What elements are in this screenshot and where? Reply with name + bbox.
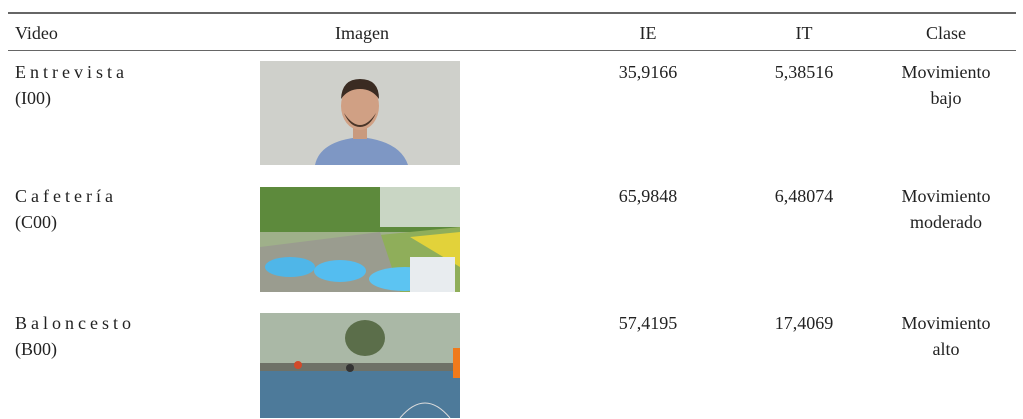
class-label: Movimiento [901,313,991,333]
video-code: (C00) [15,212,57,232]
class-label: bajo [930,88,962,108]
header-cell: Imagen [335,23,389,43]
basketball-image [260,313,460,418]
header-rule [8,50,1016,51]
video-name: Entrevista [15,62,128,82]
it-value: 17,4069 [774,313,834,333]
header-cell: IT [795,23,813,43]
header-cell: Clase [926,23,966,43]
video-name: Cafetería [15,186,117,206]
header-cell: IE [639,23,657,43]
class-label: moderado [910,212,982,232]
header-cell: Video [15,23,58,43]
interview-image [260,61,460,165]
ie-value: 35,9166 [618,62,678,82]
ie-value: 57,4195 [618,313,678,333]
it-value: 6,48074 [774,186,834,206]
class-label: alto [932,339,960,359]
it-value: 5,38516 [774,62,834,82]
video-code: (B00) [15,339,57,359]
class-label: Movimiento [901,62,991,82]
video-name: Baloncesto [15,313,135,333]
class-label: Movimiento [901,186,991,206]
video-code: (I00) [15,88,51,108]
top-rule [8,12,1016,14]
cafeteria-image [260,187,460,292]
ie-value: 65,9848 [618,186,678,206]
